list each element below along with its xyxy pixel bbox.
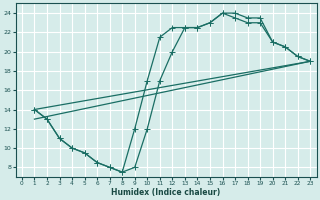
X-axis label: Humidex (Indice chaleur): Humidex (Indice chaleur): [111, 188, 221, 197]
